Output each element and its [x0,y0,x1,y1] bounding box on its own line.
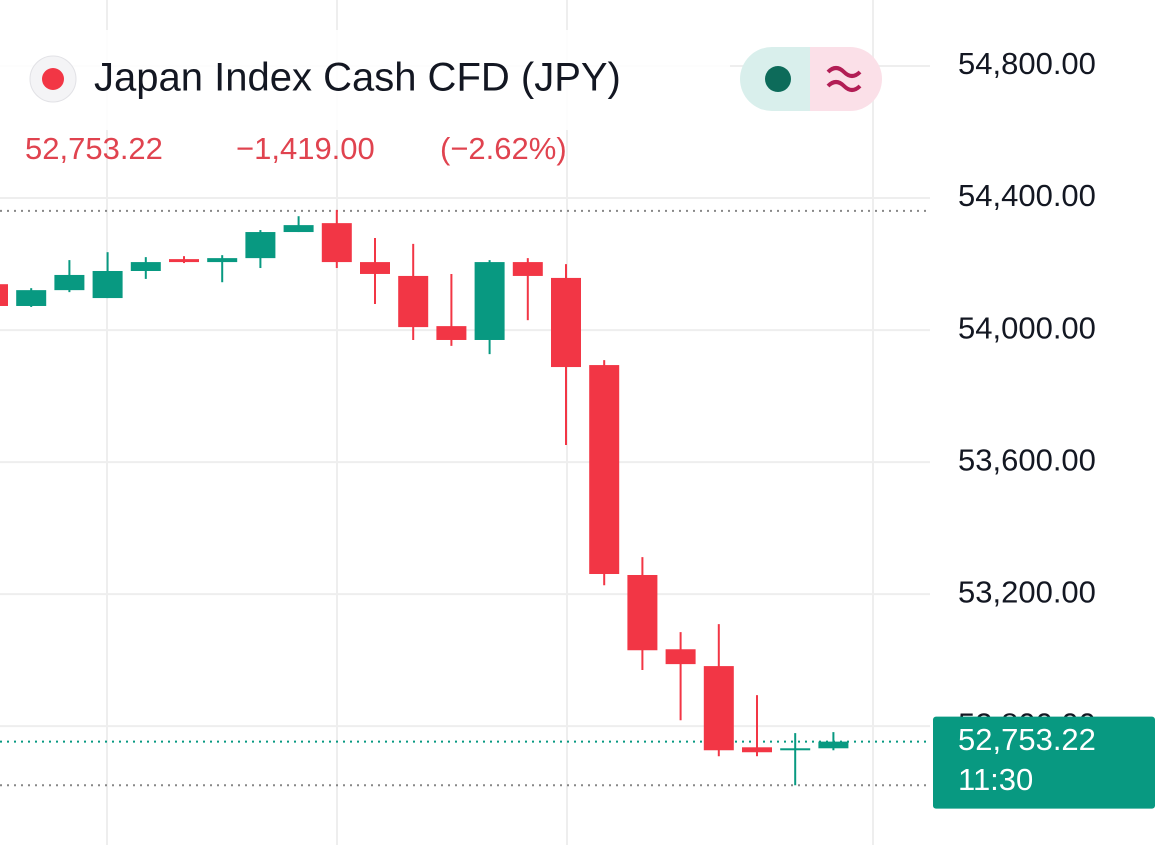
candle-body [665,649,696,665]
candle-body [130,262,161,271]
candle-body [92,270,123,299]
toggle-approx [826,66,862,92]
last-time-label: 11:30 [958,762,1033,797]
candle-body [589,365,620,575]
candle-body [512,262,543,276]
toggle-dot [765,66,791,92]
symbol-title: Japan Index Cash CFD (JPY) [94,56,621,100]
header-price: 52,753.22 [25,131,163,166]
candle-body [360,262,390,274]
candle-body [474,262,505,340]
toggle-right[interactable] [810,47,882,111]
candle-body [169,259,199,263]
candle-body [245,232,276,259]
candle-body [742,747,772,753]
header-change-percent: (−2.62%) [440,131,567,166]
candle-body [398,275,429,328]
candle-body [436,326,467,340]
indicator-toggle[interactable] [740,47,882,111]
last-price-label: 52,753.22 [958,722,1096,757]
y-tick-label: 53,600.00 [958,442,1096,477]
candle-body [551,277,581,368]
candle-body [703,666,734,751]
candle-body [207,258,238,263]
last-price-box [933,716,1155,809]
y-tick-label: 54,000.00 [958,310,1096,345]
status-dot [42,68,64,90]
candle-body [780,748,811,751]
candle-body [54,274,85,291]
header-change: −1,419.00 [236,131,375,166]
y-tick-label: 54,400.00 [958,178,1096,213]
candle-body [283,225,314,233]
candle-body [0,284,8,306]
y-tick-label: 53,200.00 [958,574,1096,609]
y-tick-label: 54,800.00 [958,46,1096,81]
candle-body [321,223,352,263]
candle-body [818,741,849,749]
candle-body [16,290,47,306]
candle-body [627,574,658,651]
header-bg [0,30,730,130]
